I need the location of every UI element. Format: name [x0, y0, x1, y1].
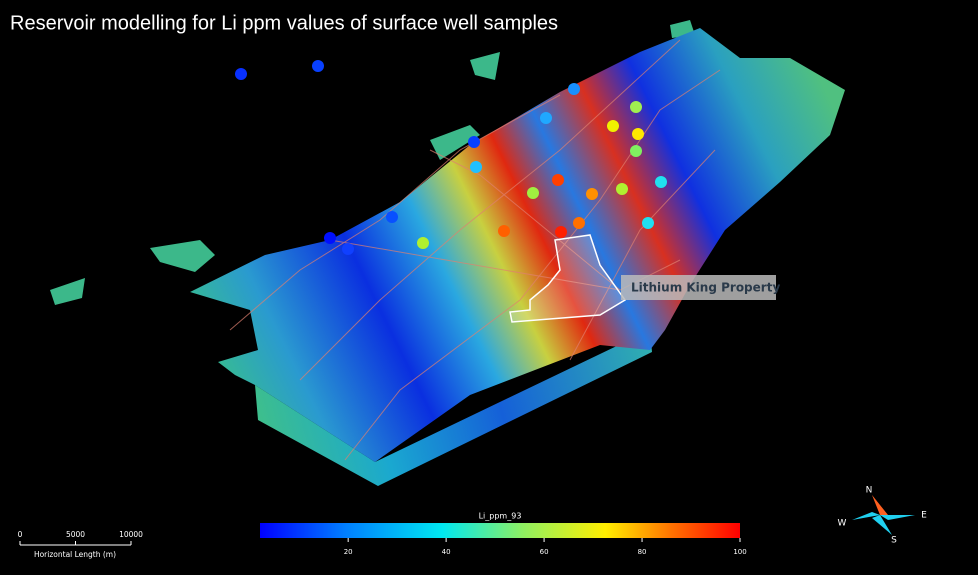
- colorbar-ramp: [260, 523, 740, 538]
- well-samples: [235, 60, 667, 255]
- faults: [229, 39, 721, 461]
- colorbar-label: Li_ppm_93: [479, 512, 522, 521]
- property-label: Lithium King Property: [631, 281, 780, 295]
- compass-south: S: [891, 536, 897, 546]
- property-outline: [509, 234, 627, 323]
- scale-bar-tick-label: 0: [18, 530, 23, 539]
- compass-east: E: [921, 511, 927, 521]
- colorbar-tick-label: 100: [733, 548, 746, 556]
- colorbar-tick-label: 20: [344, 548, 353, 556]
- compass: N E S W: [838, 486, 928, 546]
- scale-bar: Horizontal Length (m) 0 5000 10000: [18, 530, 144, 559]
- scale-bar-tick-label: 5000: [66, 530, 85, 539]
- compass-west: W: [838, 519, 847, 529]
- compass-north: N: [866, 486, 873, 496]
- colorbar: Li_ppm_93 20 40 60 80 100: [260, 512, 747, 556]
- colorbar-tick-label: 60: [540, 548, 549, 556]
- colorbar-tick-label: 40: [442, 548, 451, 556]
- colorbar-tick-label: 80: [638, 548, 647, 556]
- title: Reservoir modelling for Li ppm values of…: [10, 12, 558, 34]
- land: [50, 20, 695, 305]
- scale-bar-tick-label: 10000: [119, 530, 143, 539]
- block-surface: [190, 28, 845, 462]
- property-label-box: [621, 275, 776, 300]
- scale-bar-label: Horizontal Length (m): [34, 550, 116, 559]
